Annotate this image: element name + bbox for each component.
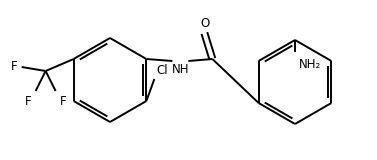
Text: F: F [11,60,18,73]
Text: O: O [201,17,210,30]
Text: NH₂: NH₂ [299,58,321,71]
Text: NH: NH [172,63,189,76]
Text: F: F [25,95,32,108]
Text: Cl: Cl [156,64,168,77]
Text: F: F [60,95,66,108]
